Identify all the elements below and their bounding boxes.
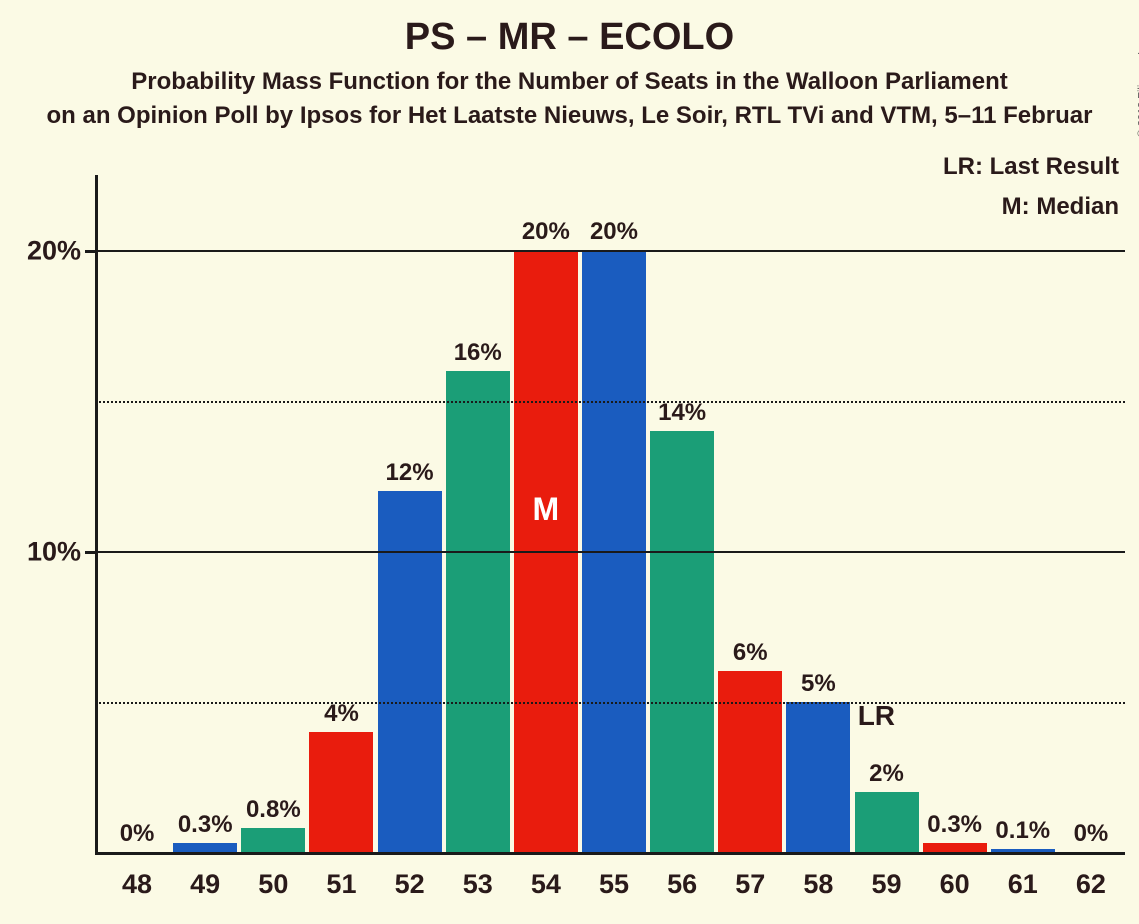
x-tick-label: 48 xyxy=(122,869,152,900)
chart-subtitle-2: on an Opinion Poll by Ipsos for Het Laat… xyxy=(0,102,1139,130)
bar-value-label: 0.3% xyxy=(927,811,982,839)
bar: 12% xyxy=(378,491,442,852)
bar: 14% xyxy=(650,431,714,852)
x-tick-label: 52 xyxy=(395,869,425,900)
x-tick-label: 51 xyxy=(326,869,356,900)
bar-value-label: 20% xyxy=(522,218,570,246)
bar-value-label: 0.1% xyxy=(995,817,1050,845)
bar-value-label: 12% xyxy=(386,459,434,487)
y-tick-label: 20% xyxy=(27,236,81,267)
bar: 2%LR xyxy=(855,792,919,852)
bar-value-label: 20% xyxy=(590,218,638,246)
grid-line-major xyxy=(95,250,1125,252)
bar-value-label: 0% xyxy=(1074,820,1109,848)
plot-area: 0%0.3%0.8%4%12%16%20%M20%14%6%5%2%LR0.3%… xyxy=(95,175,1125,855)
median-mark: M xyxy=(533,491,560,528)
chart-title: PS – MR – ECOLO xyxy=(0,16,1139,59)
x-tick-label: 59 xyxy=(872,869,902,900)
grid-line-major xyxy=(95,551,1125,553)
legend-last-result: LR: Last Result xyxy=(943,153,1119,181)
bar: 0.8% xyxy=(241,828,305,852)
bar-value-label: 16% xyxy=(454,339,502,367)
bar: 0.3% xyxy=(173,843,237,852)
bar-value-label: 0.8% xyxy=(246,796,301,824)
x-tick-label: 54 xyxy=(531,869,561,900)
x-tick-label: 56 xyxy=(667,869,697,900)
chart-subtitle-1: Probability Mass Function for the Number… xyxy=(0,68,1139,96)
chart-container: PS – MR – ECOLO Probability Mass Functio… xyxy=(0,0,1139,924)
bar-value-label: 0% xyxy=(120,820,155,848)
x-tick-label: 57 xyxy=(735,869,765,900)
bar: 0.1% xyxy=(991,849,1055,852)
x-tick-label: 55 xyxy=(599,869,629,900)
grid-line-minor xyxy=(95,702,1125,704)
y-tick-label: 10% xyxy=(27,537,81,568)
x-tick-label: 49 xyxy=(190,869,220,900)
grid-line-minor xyxy=(95,401,1125,403)
bar-value-label: 2% xyxy=(869,760,904,788)
x-axis xyxy=(95,852,1125,855)
bar: 5% xyxy=(786,702,850,852)
x-tick-label: 60 xyxy=(940,869,970,900)
y-tick-mark xyxy=(85,551,95,554)
bar: 0.3% xyxy=(923,843,987,852)
y-tick-mark xyxy=(85,250,95,253)
bar-value-label: 4% xyxy=(324,700,359,728)
bar-value-label: 0.3% xyxy=(178,811,233,839)
last-result-mark: LR xyxy=(858,700,895,732)
bar: 4% xyxy=(309,732,373,852)
x-tick-label: 62 xyxy=(1076,869,1106,900)
legend-median: M: Median xyxy=(1002,193,1119,221)
x-tick-label: 50 xyxy=(258,869,288,900)
x-tick-label: 58 xyxy=(803,869,833,900)
bar-value-label: 14% xyxy=(658,399,706,427)
bar: 6% xyxy=(718,671,782,852)
x-tick-label: 53 xyxy=(463,869,493,900)
bars-region: 0%0.3%0.8%4%12%16%20%M20%14%6%5%2%LR0.3%… xyxy=(95,175,1125,852)
x-tick-label: 61 xyxy=(1008,869,1038,900)
bar-value-label: 6% xyxy=(733,639,768,667)
bar: 16% xyxy=(446,371,510,852)
bar-value-label: 5% xyxy=(801,670,836,698)
